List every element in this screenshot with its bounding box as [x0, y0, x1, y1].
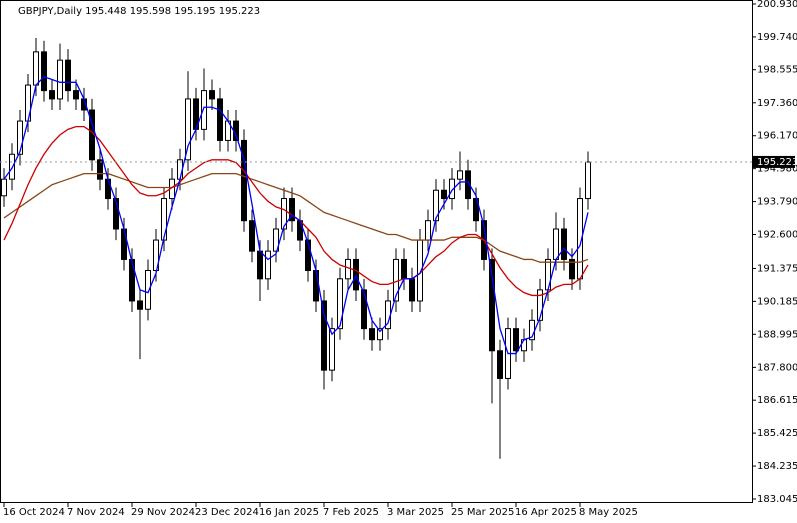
candle-body [313, 270, 319, 302]
y-tick-label: 184.235 [757, 461, 797, 472]
y-tick-label: 197.360 [757, 98, 797, 109]
candle-body [145, 270, 151, 310]
x-tick-label: 3 Mar 2025 [387, 507, 444, 518]
candle-body [281, 198, 287, 230]
candle-body [425, 220, 431, 241]
candle-body [441, 189, 447, 200]
candle-body [137, 300, 143, 310]
y-tick-label: 185.425 [757, 428, 797, 439]
x-tick-label: 8 May 2025 [579, 507, 638, 518]
candle-body [241, 139, 247, 222]
candle-body [497, 350, 503, 379]
candle-body [161, 198, 167, 241]
candle-body [561, 228, 567, 260]
last-price-label: 195.223 [757, 157, 797, 168]
candle-body [209, 90, 215, 100]
candle-body [257, 250, 263, 280]
candle-body [217, 98, 223, 141]
candle-body [297, 220, 303, 241]
ma-line [3, 76, 589, 355]
candle-body [49, 90, 55, 100]
candle-body [185, 98, 191, 161]
ma-line [3, 172, 589, 263]
x-tick-label: 7 Nov 2024 [67, 507, 125, 518]
y-tick-label: 199.740 [757, 32, 797, 43]
candle-body [33, 51, 39, 86]
candle-body [361, 289, 367, 330]
candle-body [513, 328, 519, 352]
x-tick-label: 23 Dec 2024 [195, 507, 259, 518]
candle-body [337, 278, 343, 330]
candle-body [97, 159, 103, 180]
chart-title: GBPJPY,Daily 195.448 195.598 195.195 195… [18, 6, 260, 17]
candle-body [377, 328, 383, 341]
candle-body [321, 300, 327, 371]
candle-body [521, 339, 527, 352]
candle-body [409, 278, 415, 302]
candle-body [265, 250, 271, 280]
last-price-box [753, 155, 795, 168]
candle-body [105, 178, 111, 200]
x-tick-label: 16 Apr 2025 [515, 507, 577, 518]
x-tick-label: 16 Oct 2024 [3, 507, 65, 518]
y-tick-label: 192.600 [757, 230, 797, 241]
y-tick-label: 193.790 [757, 197, 797, 208]
y-tick-label: 198.555 [757, 65, 797, 76]
candle-body [41, 51, 47, 92]
candle-body [273, 228, 279, 252]
candle-body [249, 220, 255, 252]
candle-body [585, 161, 591, 200]
y-tick-label: 200.930 [757, 0, 797, 10]
candle-body [553, 228, 559, 260]
candle-body [457, 170, 463, 180]
candle-body [401, 258, 407, 280]
y-tick-label: 183.045 [757, 494, 797, 505]
candle-body [569, 258, 575, 280]
candle-body [201, 90, 207, 130]
candle-body [57, 59, 63, 100]
y-tick-label: 190.185 [757, 296, 797, 307]
candle-body [345, 258, 351, 280]
candle-body [489, 258, 495, 352]
candle-body [537, 289, 543, 321]
candle-body [449, 178, 455, 200]
x-tick-label: 25 Mar 2025 [451, 507, 514, 518]
candle-body [113, 198, 119, 230]
candle-body [369, 328, 375, 341]
y-tick-label: 191.375 [757, 263, 797, 274]
y-tick-label: 187.800 [757, 362, 797, 373]
y-tick-label: 188.995 [757, 329, 797, 340]
candle-body [73, 90, 79, 100]
y-tick-label: 194.980 [757, 164, 797, 175]
candle-body [17, 120, 23, 155]
x-tick-label: 29 Nov 2024 [131, 507, 195, 518]
candle-body [473, 198, 479, 222]
candle-body [65, 59, 71, 92]
candle-body [329, 328, 335, 371]
candle-body [289, 198, 295, 222]
x-tick-label: 16 Jan 2025 [259, 507, 319, 518]
candle-body [465, 170, 471, 200]
y-tick-label: 186.615 [757, 395, 797, 406]
plot-frame [0, 0, 753, 503]
candle-body [305, 239, 311, 272]
candle-body [129, 258, 135, 302]
candle-body [1, 178, 7, 197]
candle-body [353, 258, 359, 291]
x-tick-label: 7 Feb 2025 [323, 507, 379, 518]
y-tick-label: 196.170 [757, 131, 797, 142]
